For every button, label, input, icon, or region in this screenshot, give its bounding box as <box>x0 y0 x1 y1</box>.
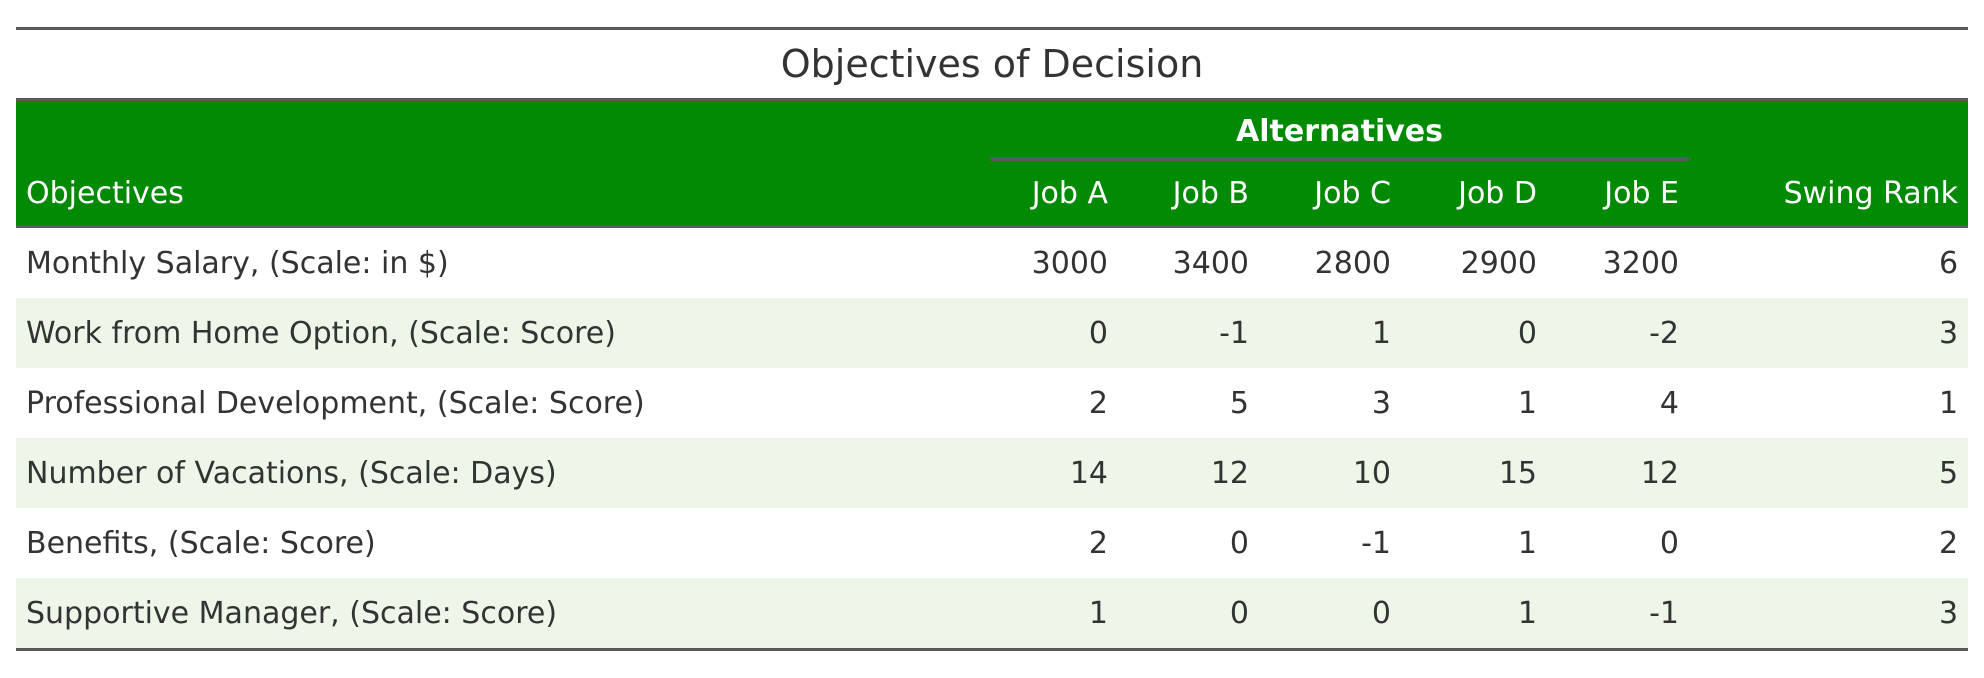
job-c-cell: 2800 <box>1259 226 1401 298</box>
job-e-cell: 12 <box>1547 438 1689 508</box>
alternatives-spanner-label: Alternatives <box>990 114 1689 161</box>
swing-rank-cell: 3 <box>1689 298 1969 368</box>
job-d-cell: 0 <box>1401 298 1547 368</box>
job-c-cell: -1 <box>1259 508 1401 578</box>
swing-rank-cell: 6 <box>1689 226 1969 298</box>
job-d-cell: 1 <box>1401 578 1547 651</box>
job-b-cell: 12 <box>1118 438 1259 508</box>
job-b-cell: 3400 <box>1118 226 1259 298</box>
objective-cell: Supportive Manager, (Scale: Score) <box>16 578 972 651</box>
column-header-job-c: Job C <box>1259 161 1401 228</box>
table-row: Work from Home Option, (Scale: Score) 0 … <box>16 298 1969 368</box>
column-header-job-d: Job D <box>1401 161 1547 228</box>
table-row: Professional Development, (Scale: Score)… <box>16 368 1969 438</box>
spanner-blank-right <box>1689 99 1969 161</box>
job-a-cell: 0 <box>972 298 1118 368</box>
column-header-row: Objectives Job A Job B Job C Job D Job E… <box>16 161 1969 228</box>
job-c-cell: 10 <box>1259 438 1401 508</box>
table-row: Supportive Manager, (Scale: Score) 1 0 0… <box>16 578 1969 651</box>
job-b-cell: 0 <box>1118 508 1259 578</box>
job-a-cell: 2 <box>972 368 1118 438</box>
job-c-cell: 1 <box>1259 298 1401 368</box>
objective-cell: Benefits, (Scale: Score) <box>16 508 972 578</box>
column-header-objectives: Objectives <box>16 161 972 228</box>
alternatives-spanner: Alternatives <box>972 99 1689 161</box>
job-e-cell: 4 <box>1547 368 1689 438</box>
job-c-cell: 0 <box>1259 578 1401 651</box>
job-d-cell: 1 <box>1401 508 1547 578</box>
decision-table-container: Objectives of Decision Alternatives Obje… <box>16 27 1969 651</box>
column-header-job-a: Job A <box>972 161 1118 228</box>
swing-rank-cell: 1 <box>1689 368 1969 438</box>
job-b-cell: 0 <box>1118 578 1259 651</box>
table-row: Number of Vacations, (Scale: Days) 14 12… <box>16 438 1969 508</box>
job-e-cell: -2 <box>1547 298 1689 368</box>
column-header-job-b: Job B <box>1118 161 1259 228</box>
job-e-cell: 3200 <box>1547 226 1689 298</box>
spanner-blank-left <box>16 99 972 161</box>
objective-cell: Monthly Salary, (Scale: in $) <box>16 226 972 298</box>
swing-rank-cell: 5 <box>1689 438 1969 508</box>
job-b-cell: -1 <box>1118 298 1259 368</box>
job-d-cell: 2900 <box>1401 226 1547 298</box>
job-b-cell: 5 <box>1118 368 1259 438</box>
objective-cell: Professional Development, (Scale: Score) <box>16 368 972 438</box>
job-a-cell: 14 <box>972 438 1118 508</box>
decision-table: Objectives of Decision Alternatives Obje… <box>16 27 1969 651</box>
table-row: Benefits, (Scale: Score) 2 0 -1 1 0 2 <box>16 508 1969 578</box>
job-a-cell: 1 <box>972 578 1118 651</box>
job-a-cell: 3000 <box>972 226 1118 298</box>
table-title: Objectives of Decision <box>16 27 1969 101</box>
column-header-job-e: Job E <box>1547 161 1689 228</box>
job-d-cell: 15 <box>1401 438 1547 508</box>
title-row: Objectives of Decision <box>16 27 1969 101</box>
objective-cell: Work from Home Option, (Scale: Score) <box>16 298 972 368</box>
job-e-cell: -1 <box>1547 578 1689 651</box>
column-header-swing-rank: Swing Rank <box>1689 161 1969 228</box>
job-d-cell: 1 <box>1401 368 1547 438</box>
job-e-cell: 0 <box>1547 508 1689 578</box>
job-a-cell: 2 <box>972 508 1118 578</box>
job-c-cell: 3 <box>1259 368 1401 438</box>
spanner-row: Alternatives <box>16 99 1969 161</box>
swing-rank-cell: 2 <box>1689 508 1969 578</box>
table-row: Monthly Salary, (Scale: in $) 3000 3400 … <box>16 226 1969 298</box>
swing-rank-cell: 3 <box>1689 578 1969 651</box>
objective-cell: Number of Vacations, (Scale: Days) <box>16 438 972 508</box>
